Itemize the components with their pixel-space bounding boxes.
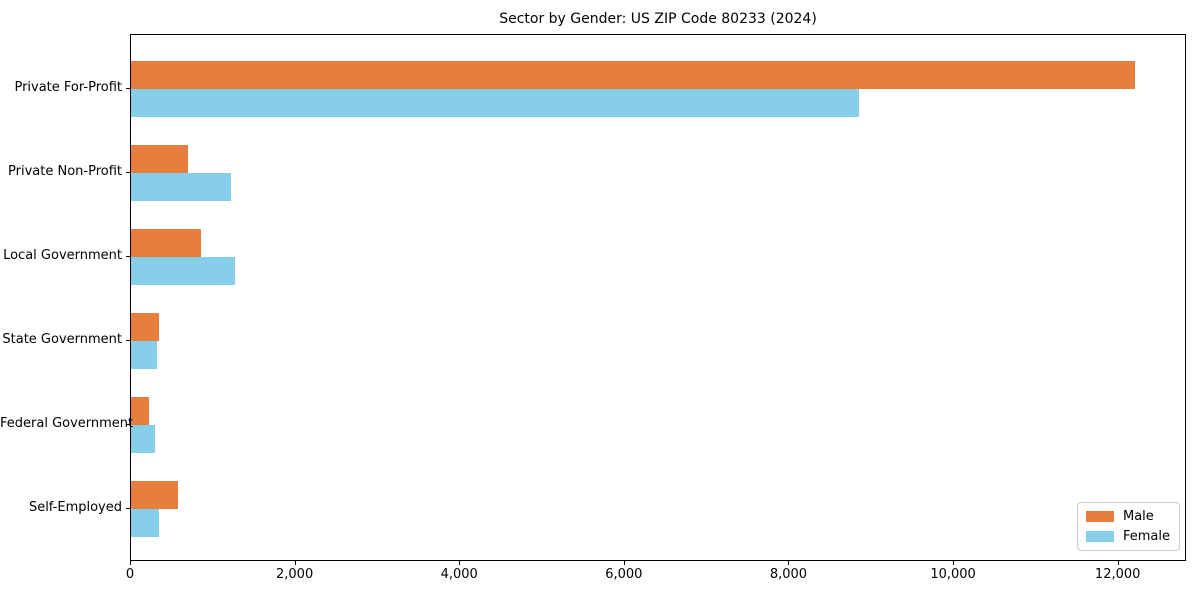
x-axis-tickmark-10000 bbox=[953, 561, 955, 565]
y-axis-label-local-government: Local Government bbox=[3, 248, 122, 263]
legend-label-female: Female bbox=[1122, 529, 1170, 544]
bar-female-local-government bbox=[131, 257, 235, 285]
x-axis-label-10000: 10,000 bbox=[930, 567, 976, 582]
x-axis-tickmark-2000 bbox=[294, 561, 296, 565]
y-axis-tickmark-self-employed bbox=[126, 508, 130, 509]
bar-female-self-employed bbox=[131, 509, 159, 537]
y-axis-tickmark-federal-government bbox=[126, 424, 130, 425]
x-axis-tickmark-0 bbox=[130, 561, 131, 565]
bar-male-state-government bbox=[131, 313, 159, 341]
bar-female-federal-government bbox=[131, 425, 155, 453]
legend-item-male: Male bbox=[1085, 509, 1170, 524]
chart-title: Sector by Gender: US ZIP Code 80233 (202… bbox=[499, 11, 817, 27]
x-axis-label-8000: 8,000 bbox=[769, 567, 808, 582]
x-axis-label-2000: 2,000 bbox=[276, 567, 314, 582]
bar-female-private-for-profit bbox=[131, 89, 859, 117]
x-axis-label-4000: 4,000 bbox=[440, 567, 478, 582]
y-axis-label-state-government: State Government bbox=[2, 332, 122, 347]
y-axis-label-private-non-profit: Private Non-Profit bbox=[8, 164, 122, 179]
x-axis-tickmark-12000 bbox=[1117, 561, 1119, 565]
bar-male-local-government bbox=[131, 229, 201, 257]
x-axis-tickmark-8000 bbox=[788, 561, 790, 565]
x-axis-label-0: 0 bbox=[125, 567, 135, 582]
y-axis-tickmark-state-government bbox=[126, 340, 130, 341]
legend-label-male: Male bbox=[1122, 509, 1154, 524]
legend-swatch-male bbox=[1085, 511, 1114, 522]
y-axis-tickmark-private-non-profit bbox=[126, 172, 130, 173]
bar-male-private-for-profit bbox=[131, 61, 1135, 89]
y-axis-tickmark-private-for-profit bbox=[126, 88, 130, 89]
bar-male-private-non-profit bbox=[131, 145, 188, 173]
legend: Male Female bbox=[1076, 502, 1180, 551]
y-axis-label-private-for-profit: Private For-Profit bbox=[14, 80, 122, 95]
x-axis-label-6000: 6,000 bbox=[605, 567, 643, 582]
bar-male-federal-government bbox=[131, 397, 149, 425]
legend-item-female: Female bbox=[1085, 529, 1170, 544]
bar-female-state-government bbox=[131, 341, 157, 369]
legend-swatch-female bbox=[1085, 531, 1114, 542]
x-axis-tickmark-6000 bbox=[623, 561, 625, 565]
x-axis-label-12000: 12,000 bbox=[1094, 567, 1141, 582]
y-axis-tickmark-local-government bbox=[126, 256, 130, 257]
bar-female-private-non-profit bbox=[131, 173, 231, 201]
y-axis-label-self-employed: Self-Employed bbox=[28, 500, 122, 515]
x-axis-tickmark-4000 bbox=[459, 561, 461, 565]
y-axis-label-federal-government: Federal Government bbox=[0, 416, 134, 431]
plot-area: Male Female bbox=[130, 34, 1186, 561]
bar-male-self-employed bbox=[131, 481, 178, 509]
